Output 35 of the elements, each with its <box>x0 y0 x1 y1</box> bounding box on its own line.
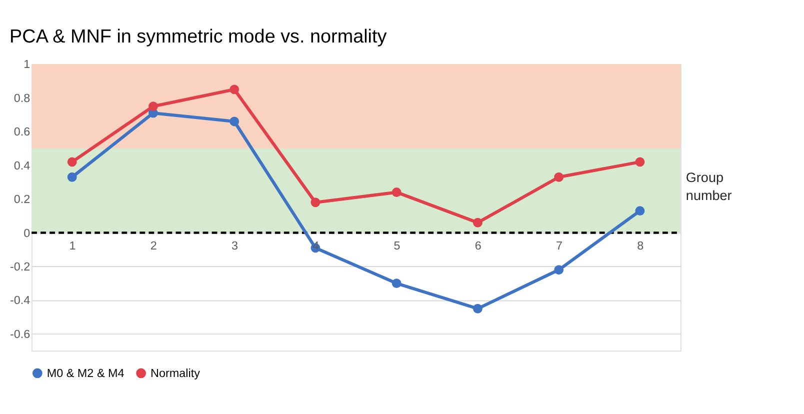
point <box>635 206 645 216</box>
y-tick-label: 0.4 <box>14 159 31 172</box>
y-tick-label: 0.6 <box>14 126 30 139</box>
point <box>67 172 77 182</box>
y-tick-label: -0.6 <box>10 328 30 341</box>
legend-label: Normality <box>150 366 200 380</box>
point <box>230 116 240 126</box>
point <box>392 278 402 288</box>
x-tick-label: 5 <box>394 239 401 252</box>
point <box>148 102 158 112</box>
y-tick-label: 0.8 <box>14 92 30 105</box>
x-tick-label: 6 <box>474 239 482 252</box>
x-tick-label: 7 <box>556 239 563 252</box>
x-tick-label: 1 <box>69 239 76 252</box>
y-tick-label: 0 <box>24 226 31 240</box>
y-tick-label: 0.2 <box>14 193 30 206</box>
x-axis-title: Group number <box>686 170 732 204</box>
point <box>635 157 645 167</box>
x-tick-label: 8 <box>637 239 644 252</box>
point <box>472 218 482 228</box>
y-tick-label: 1 <box>24 58 30 72</box>
x-tick-label: 2 <box>150 239 157 252</box>
point <box>554 265 564 275</box>
y-tick-label: -0.4 <box>10 294 31 308</box>
point <box>392 188 402 197</box>
legend-label: M0 & M2 & M4 <box>46 366 125 380</box>
x-tick-label: 3 <box>232 239 238 252</box>
y-tick-label: -0.2 <box>10 260 30 274</box>
x-tick-label: 4 <box>312 239 320 252</box>
point <box>472 304 482 314</box>
point <box>554 172 564 182</box>
point <box>67 157 77 167</box>
point <box>230 84 240 94</box>
chart-title: PCA & MNF in symmetric mode vs. normality <box>10 26 388 48</box>
point <box>310 198 320 208</box>
